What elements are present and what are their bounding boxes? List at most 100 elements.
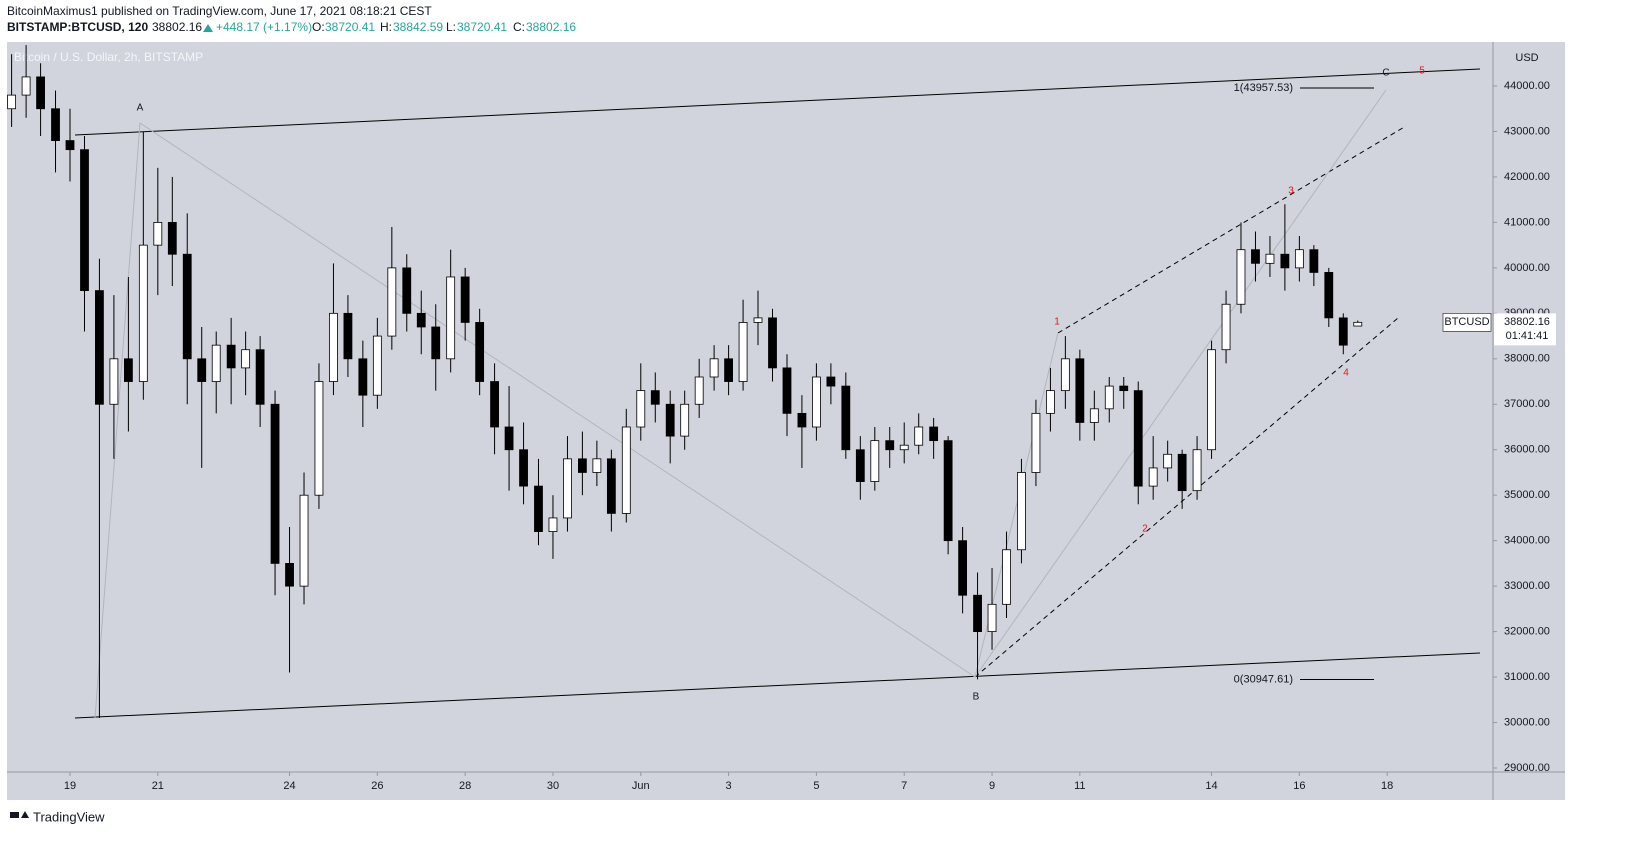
candle-body <box>446 276 456 360</box>
candle-body <box>431 326 441 360</box>
open-label: O: <box>312 20 325 34</box>
x-tick-label: 24 <box>283 780 295 792</box>
candle-body <box>358 358 368 396</box>
candle-body <box>1207 349 1216 451</box>
candle-body <box>167 222 177 255</box>
candle-body <box>460 276 470 323</box>
candle-body <box>738 322 748 382</box>
fib-label: 0(30947.61) <box>1234 673 1293 685</box>
candle-body <box>402 267 412 314</box>
candle-body <box>885 440 895 451</box>
y-tick-label: 30000.00 <box>1504 716 1550 728</box>
x-tick-label: 21 <box>152 780 164 792</box>
wave-label: 1 <box>1054 317 1060 328</box>
candle-body <box>1309 249 1319 273</box>
candle-body <box>1075 358 1085 423</box>
wave-label: B <box>973 692 980 703</box>
candle-body <box>36 76 45 110</box>
candle-body <box>1031 412 1041 473</box>
candle-body <box>548 517 558 532</box>
candle-body <box>475 322 485 382</box>
logo-part <box>21 811 29 818</box>
channel-lower <box>974 317 1399 678</box>
y-tick-label: 31000.00 <box>1504 671 1550 683</box>
candle-body <box>504 426 514 451</box>
price-tag-label: BTCUSD <box>1444 316 1489 328</box>
candle-body <box>768 317 777 369</box>
candle-body <box>1119 385 1129 392</box>
candle-body <box>211 344 221 382</box>
candle-body <box>95 290 104 405</box>
candle-body <box>314 381 324 496</box>
y-tick-label: 33000.00 <box>1504 580 1550 592</box>
candle-body <box>109 358 119 405</box>
y-tick-label: 29000.00 <box>1504 762 1550 774</box>
candle-body <box>1338 317 1348 346</box>
candle-body <box>1046 390 1055 414</box>
last-price: 38802.16 <box>152 20 202 34</box>
candle-body <box>1265 253 1275 264</box>
candle-body <box>914 426 924 446</box>
fib-label: 1(43957.53) <box>1234 82 1293 94</box>
y-tick-label: 32000.00 <box>1504 626 1550 638</box>
candle-body <box>7 94 17 110</box>
wave-label: 2 <box>1142 524 1148 535</box>
candle-body <box>1324 272 1334 319</box>
candle-body <box>1177 453 1187 492</box>
candle-body <box>943 440 953 542</box>
x-tick-label: 16 <box>1293 780 1305 792</box>
x-tick-label: 18 <box>1381 780 1393 792</box>
candle-body <box>1104 385 1114 410</box>
wave-label: C <box>1382 68 1389 79</box>
candle-body <box>270 403 280 564</box>
upper-trendline <box>74 68 1481 136</box>
abc-path <box>94 89 1387 719</box>
x-tick-label: 11 <box>1074 780 1085 792</box>
countdown: 01:41:41 <box>1506 330 1549 342</box>
y-tick-label: 35000.00 <box>1504 489 1550 501</box>
x-tick-label: 19 <box>64 780 76 792</box>
candle-body <box>606 458 616 514</box>
x-tick-label: 14 <box>1205 780 1217 792</box>
footer-logo <box>10 811 29 818</box>
candle-body <box>241 349 251 369</box>
x-tick-label: 28 <box>459 780 471 792</box>
author-line: BitcoinMaximus1 published on TradingView… <box>7 4 432 18</box>
candle-body <box>21 76 31 96</box>
candle-body <box>285 563 294 587</box>
candle-body <box>1251 249 1260 264</box>
candle-body <box>577 458 587 473</box>
candle-body <box>1089 408 1099 423</box>
candle-body <box>563 458 572 519</box>
candle-body <box>797 412 807 428</box>
candle-body <box>694 376 704 405</box>
wave-label: A <box>137 103 144 114</box>
candle-body <box>80 149 89 292</box>
chart-pane <box>7 42 1565 800</box>
last-price-label: 38802.16 <box>1504 316 1550 328</box>
candle-body <box>812 376 821 428</box>
y-tick-label: 36000.00 <box>1504 444 1550 456</box>
drawings <box>74 68 1481 719</box>
candle-body <box>1163 453 1173 469</box>
low-label: L: <box>446 20 456 34</box>
candle-body <box>153 222 163 246</box>
y-tick-label: 42000.00 <box>1504 171 1550 183</box>
up-arrow <box>203 24 213 32</box>
candle-body <box>372 335 382 396</box>
brand: TradingView <box>33 809 105 824</box>
wave-label: 4 <box>1343 368 1349 379</box>
y-tick-label: 38000.00 <box>1504 353 1550 365</box>
candle-body <box>416 312 426 328</box>
logo-part <box>10 812 19 818</box>
candle-body <box>124 358 133 382</box>
x-tick-label: 26 <box>371 780 383 792</box>
candle-body <box>51 108 60 141</box>
currency: USD <box>1515 52 1538 64</box>
candle-body <box>782 367 792 414</box>
candle-body <box>1192 449 1202 492</box>
price-tag-box <box>1442 313 1492 332</box>
candle-body <box>1002 549 1011 605</box>
last-price-box <box>1494 313 1556 346</box>
